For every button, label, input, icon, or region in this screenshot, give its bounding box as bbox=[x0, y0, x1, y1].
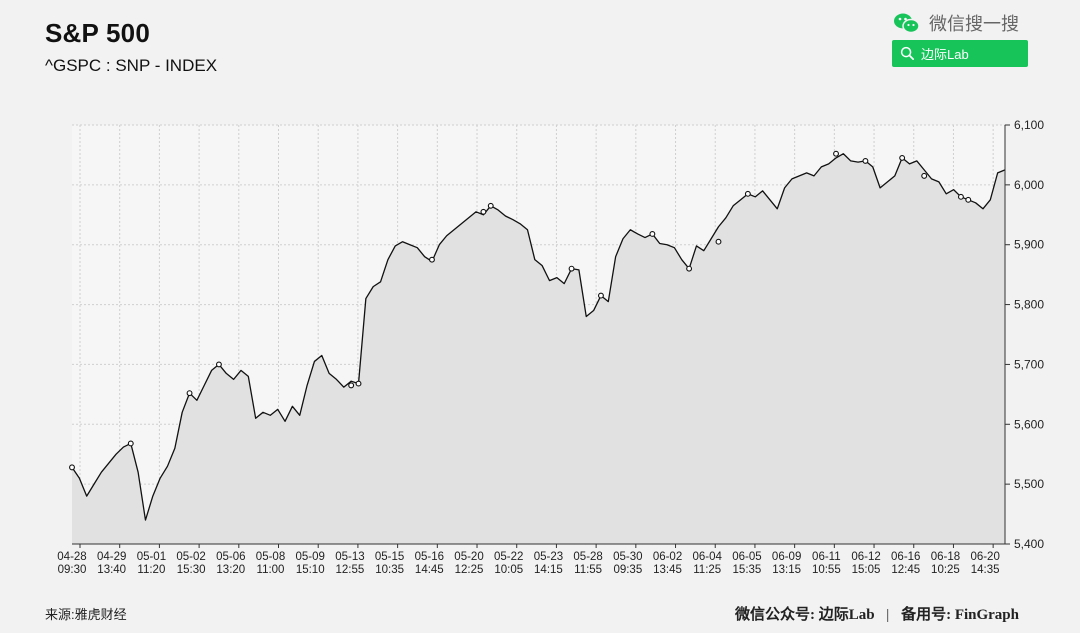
x-tick-label-date: 06-18 bbox=[931, 551, 960, 563]
data-point bbox=[957, 193, 964, 200]
x-tick-label-time: 10:25 bbox=[931, 564, 960, 576]
search-button-label: 边际Lab bbox=[921, 47, 969, 62]
x-tick-label-date: 05-09 bbox=[296, 551, 325, 563]
wechat-icon bbox=[894, 13, 920, 34]
data-point bbox=[69, 464, 75, 471]
data-point bbox=[348, 382, 355, 389]
x-tick-label-time: 13:15 bbox=[772, 564, 801, 576]
y-tick-label: 5,400 bbox=[1014, 537, 1044, 551]
wechat-search-button[interactable]: 边际Lab bbox=[892, 40, 1028, 67]
x-tick-label-date: 05-23 bbox=[534, 551, 563, 563]
x-tick-label-date: 06-20 bbox=[970, 551, 999, 563]
data-point bbox=[480, 208, 487, 215]
x-tick-label-date: 06-04 bbox=[693, 551, 723, 563]
x-tick-label-time: 12:25 bbox=[455, 564, 484, 576]
x-tick-label-date: 06-09 bbox=[772, 551, 801, 563]
wechat-search-text: 微信搜一搜 bbox=[929, 14, 1019, 34]
data-point bbox=[744, 190, 751, 197]
y-tick-label: 5,800 bbox=[1014, 298, 1044, 312]
x-tick-label-date: 05-20 bbox=[454, 551, 483, 563]
official-label: 微信公众号: bbox=[734, 607, 815, 623]
x-tick-label-date: 06-12 bbox=[851, 551, 880, 563]
price-chart: 5,400 5,500 5,600 5,700 5,800 5,900 6,000 6,100… bbox=[57, 118, 1044, 576]
footer-separator: | bbox=[886, 607, 890, 623]
x-tick-label-date: 06-05 bbox=[732, 551, 761, 563]
x-tick-label-time: 10:35 bbox=[375, 564, 404, 576]
x-tick-label-time: 14:45 bbox=[415, 564, 444, 576]
x-tick-label-date: 04-29 bbox=[97, 551, 126, 563]
x-tick-label-time: 13:45 bbox=[653, 564, 682, 576]
data-point bbox=[649, 230, 656, 237]
x-tick-label-time: 15:35 bbox=[733, 564, 762, 576]
search-icon bbox=[900, 46, 914, 60]
y-tick-label: 5,900 bbox=[1014, 238, 1044, 252]
x-tick-label-date: 05-06 bbox=[216, 551, 245, 563]
data-point bbox=[686, 265, 693, 272]
data-point bbox=[127, 440, 134, 447]
x-tick-label-date: 05-22 bbox=[494, 551, 523, 563]
price-area bbox=[72, 153, 1005, 544]
x-tick-label-date: 05-15 bbox=[375, 551, 404, 563]
x-tick-label-time: 15:30 bbox=[177, 564, 206, 576]
x-tick-label-time: 14:35 bbox=[971, 564, 1000, 576]
wechat-search-label: 微信搜一搜 bbox=[893, 10, 1019, 36]
x-tick-label-date: 05-16 bbox=[415, 551, 444, 563]
y-tick-label: 6,000 bbox=[1014, 178, 1044, 192]
data-point bbox=[186, 390, 193, 397]
backup-name: FinGraph bbox=[954, 607, 1019, 623]
ticker-subtitle: ^GSPC : SNP - INDEX bbox=[45, 56, 218, 75]
x-tick-label-date: 05-08 bbox=[256, 551, 285, 563]
y-tick-label: 6,100 bbox=[1014, 118, 1044, 132]
data-point bbox=[429, 256, 435, 263]
data-point bbox=[215, 361, 222, 368]
x-tick-label-date: 05-02 bbox=[176, 551, 205, 563]
x-tick-label-time: 13:40 bbox=[97, 564, 126, 576]
x-tick-label-date: 06-11 bbox=[812, 551, 841, 563]
x-tick-label-date: 05-01 bbox=[137, 551, 166, 563]
x-tick-label-date: 04-28 bbox=[57, 551, 86, 563]
footer-credits: 微信公众号: 边际Lab | 备用号: FinGraph bbox=[735, 603, 1019, 624]
x-tick-label-date: 06-16 bbox=[891, 551, 920, 563]
backup-label: 备用号: bbox=[901, 607, 952, 623]
x-tick-label-time: 11:00 bbox=[257, 564, 285, 576]
data-point bbox=[862, 157, 869, 164]
data-point bbox=[921, 172, 928, 179]
x-tick-label-time: 10:55 bbox=[812, 564, 841, 576]
x-tick-label-date: 05-28 bbox=[573, 551, 602, 563]
data-point bbox=[597, 292, 604, 299]
data-point bbox=[833, 150, 839, 157]
x-tick-label-time: 09:30 bbox=[58, 564, 87, 576]
x-tick-label-time: 11:25 bbox=[693, 564, 721, 576]
x-tick-label-time: 14:15 bbox=[534, 564, 563, 576]
official-name: 边际Lab bbox=[818, 607, 875, 623]
x-tick-label-time: 15:10 bbox=[296, 564, 325, 576]
data-point bbox=[965, 196, 972, 203]
x-tick-label-date: 05-30 bbox=[613, 551, 642, 563]
x-tick-label-time: 10:05 bbox=[494, 564, 523, 576]
y-tick-label: 5,700 bbox=[1014, 357, 1044, 371]
data-point bbox=[487, 202, 494, 209]
x-tick-label-time: 11:55 bbox=[574, 564, 602, 576]
data-point bbox=[899, 154, 906, 161]
x-tick-label-time: 15:05 bbox=[852, 564, 881, 576]
x-tick-label-time: 12:45 bbox=[891, 564, 920, 576]
data-source: 来源:雅虎财经 bbox=[45, 607, 127, 622]
x-tick-label-time: 12:55 bbox=[336, 564, 365, 576]
data-point bbox=[715, 238, 722, 245]
x-tick-label-time: 09:35 bbox=[613, 564, 642, 576]
x-tick-label-time: 13:20 bbox=[216, 564, 245, 576]
price-line bbox=[71, 153, 1006, 521]
data-point bbox=[568, 265, 575, 272]
chart-title: S&P 500 bbox=[45, 18, 150, 48]
data-point bbox=[355, 380, 362, 387]
x-tick-label-date: 06-02 bbox=[653, 551, 682, 563]
x-tick-label-date: 05-13 bbox=[335, 551, 364, 563]
y-tick-label: 5,600 bbox=[1014, 417, 1044, 431]
y-tick-label: 5,500 bbox=[1014, 477, 1044, 491]
x-tick-label-time: 11:20 bbox=[137, 564, 165, 576]
